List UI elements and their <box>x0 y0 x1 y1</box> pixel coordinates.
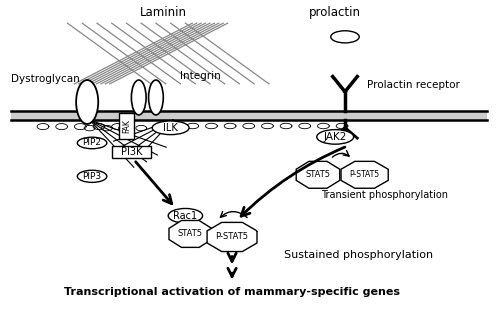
Text: Prolactin receptor: Prolactin receptor <box>367 80 460 91</box>
Text: STAT5: STAT5 <box>178 230 203 239</box>
Text: PIP2: PIP2 <box>82 138 102 147</box>
Text: P-STAT5: P-STAT5 <box>216 232 248 241</box>
Text: Laminin: Laminin <box>140 6 187 19</box>
Text: STAT5: STAT5 <box>306 170 330 179</box>
Text: prolactin: prolactin <box>309 6 361 19</box>
Text: PIP3: PIP3 <box>82 172 102 181</box>
Bar <box>11 111 488 120</box>
Text: Transcriptional activation of mammary-specific genes: Transcriptional activation of mammary-sp… <box>64 286 400 297</box>
Ellipse shape <box>330 31 359 43</box>
Ellipse shape <box>78 170 107 182</box>
Text: Dystroglycan: Dystroglycan <box>11 74 80 84</box>
Text: PI3K: PI3K <box>120 147 142 157</box>
Text: Sustained phosphorylation: Sustained phosphorylation <box>284 250 432 260</box>
Text: Transient phosphorylation: Transient phosphorylation <box>321 189 448 200</box>
Ellipse shape <box>168 208 202 223</box>
Text: Integrin: Integrin <box>180 71 221 81</box>
Ellipse shape <box>152 121 189 135</box>
Bar <box>112 146 151 158</box>
Ellipse shape <box>317 130 354 144</box>
Ellipse shape <box>76 80 98 124</box>
Polygon shape <box>169 220 212 247</box>
Polygon shape <box>207 222 257 252</box>
Ellipse shape <box>132 80 146 115</box>
Ellipse shape <box>148 80 164 115</box>
Text: JAK2: JAK2 <box>324 132 347 142</box>
Polygon shape <box>296 161 340 188</box>
Text: ILK: ILK <box>164 123 178 133</box>
Text: Rac1: Rac1 <box>174 211 198 221</box>
Bar <box>119 114 134 139</box>
Text: FAK: FAK <box>122 119 131 133</box>
Polygon shape <box>341 161 388 188</box>
Text: P-STAT5: P-STAT5 <box>350 170 380 179</box>
Bar <box>11 111 488 120</box>
Ellipse shape <box>78 137 107 149</box>
